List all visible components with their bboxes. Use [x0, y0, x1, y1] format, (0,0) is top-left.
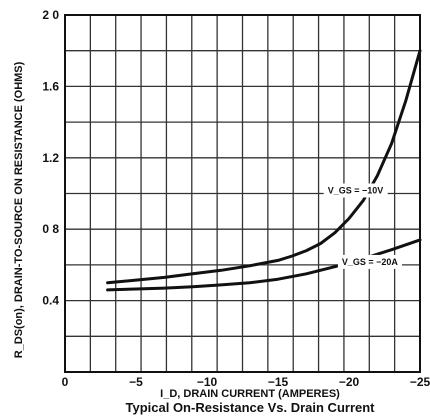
tick-labels: 0 −5 −10 −15 −20 −25 0.4 0 8 1.2 1.6 2 0: [42, 8, 430, 389]
x-tick-label: 0: [62, 375, 69, 389]
annotation-background: [337, 254, 402, 269]
x-tick-label: −20: [339, 375, 360, 389]
x-tick-label: −15: [268, 375, 289, 389]
x-axis-title: I_D, DRAIN CURRENT (AMPERES): [160, 388, 340, 400]
x-tick-label: −5: [129, 375, 143, 389]
series-annotation-1: V_GS = −10V: [328, 186, 384, 196]
series-annotations: V_GS = −10V V_GS = −20A: [323, 183, 402, 269]
y-tick-label: 1.2: [42, 151, 59, 165]
chart-title: Typical On-Resistance Vs. Drain Current: [126, 400, 376, 415]
x-tick-label: −10: [197, 375, 218, 389]
y-tick-label: 1.6: [42, 79, 59, 93]
y-tick-label: 2 0: [42, 8, 59, 22]
y-axis-title: R_DS(on), DRAIN-TO-SOURCE ON RESISTANCE …: [13, 61, 25, 358]
plot-frame: [64, 14, 421, 373]
series-line-1: [106, 49, 422, 285]
y-tick-label: 0.4: [42, 294, 59, 308]
grid: [65, 15, 420, 372]
y-tick-label: 0 8: [42, 222, 59, 236]
annotation-background: [323, 183, 388, 198]
series-annotation-2: V_GS = −20A: [342, 257, 399, 267]
x-tick-label: −25: [410, 375, 430, 389]
